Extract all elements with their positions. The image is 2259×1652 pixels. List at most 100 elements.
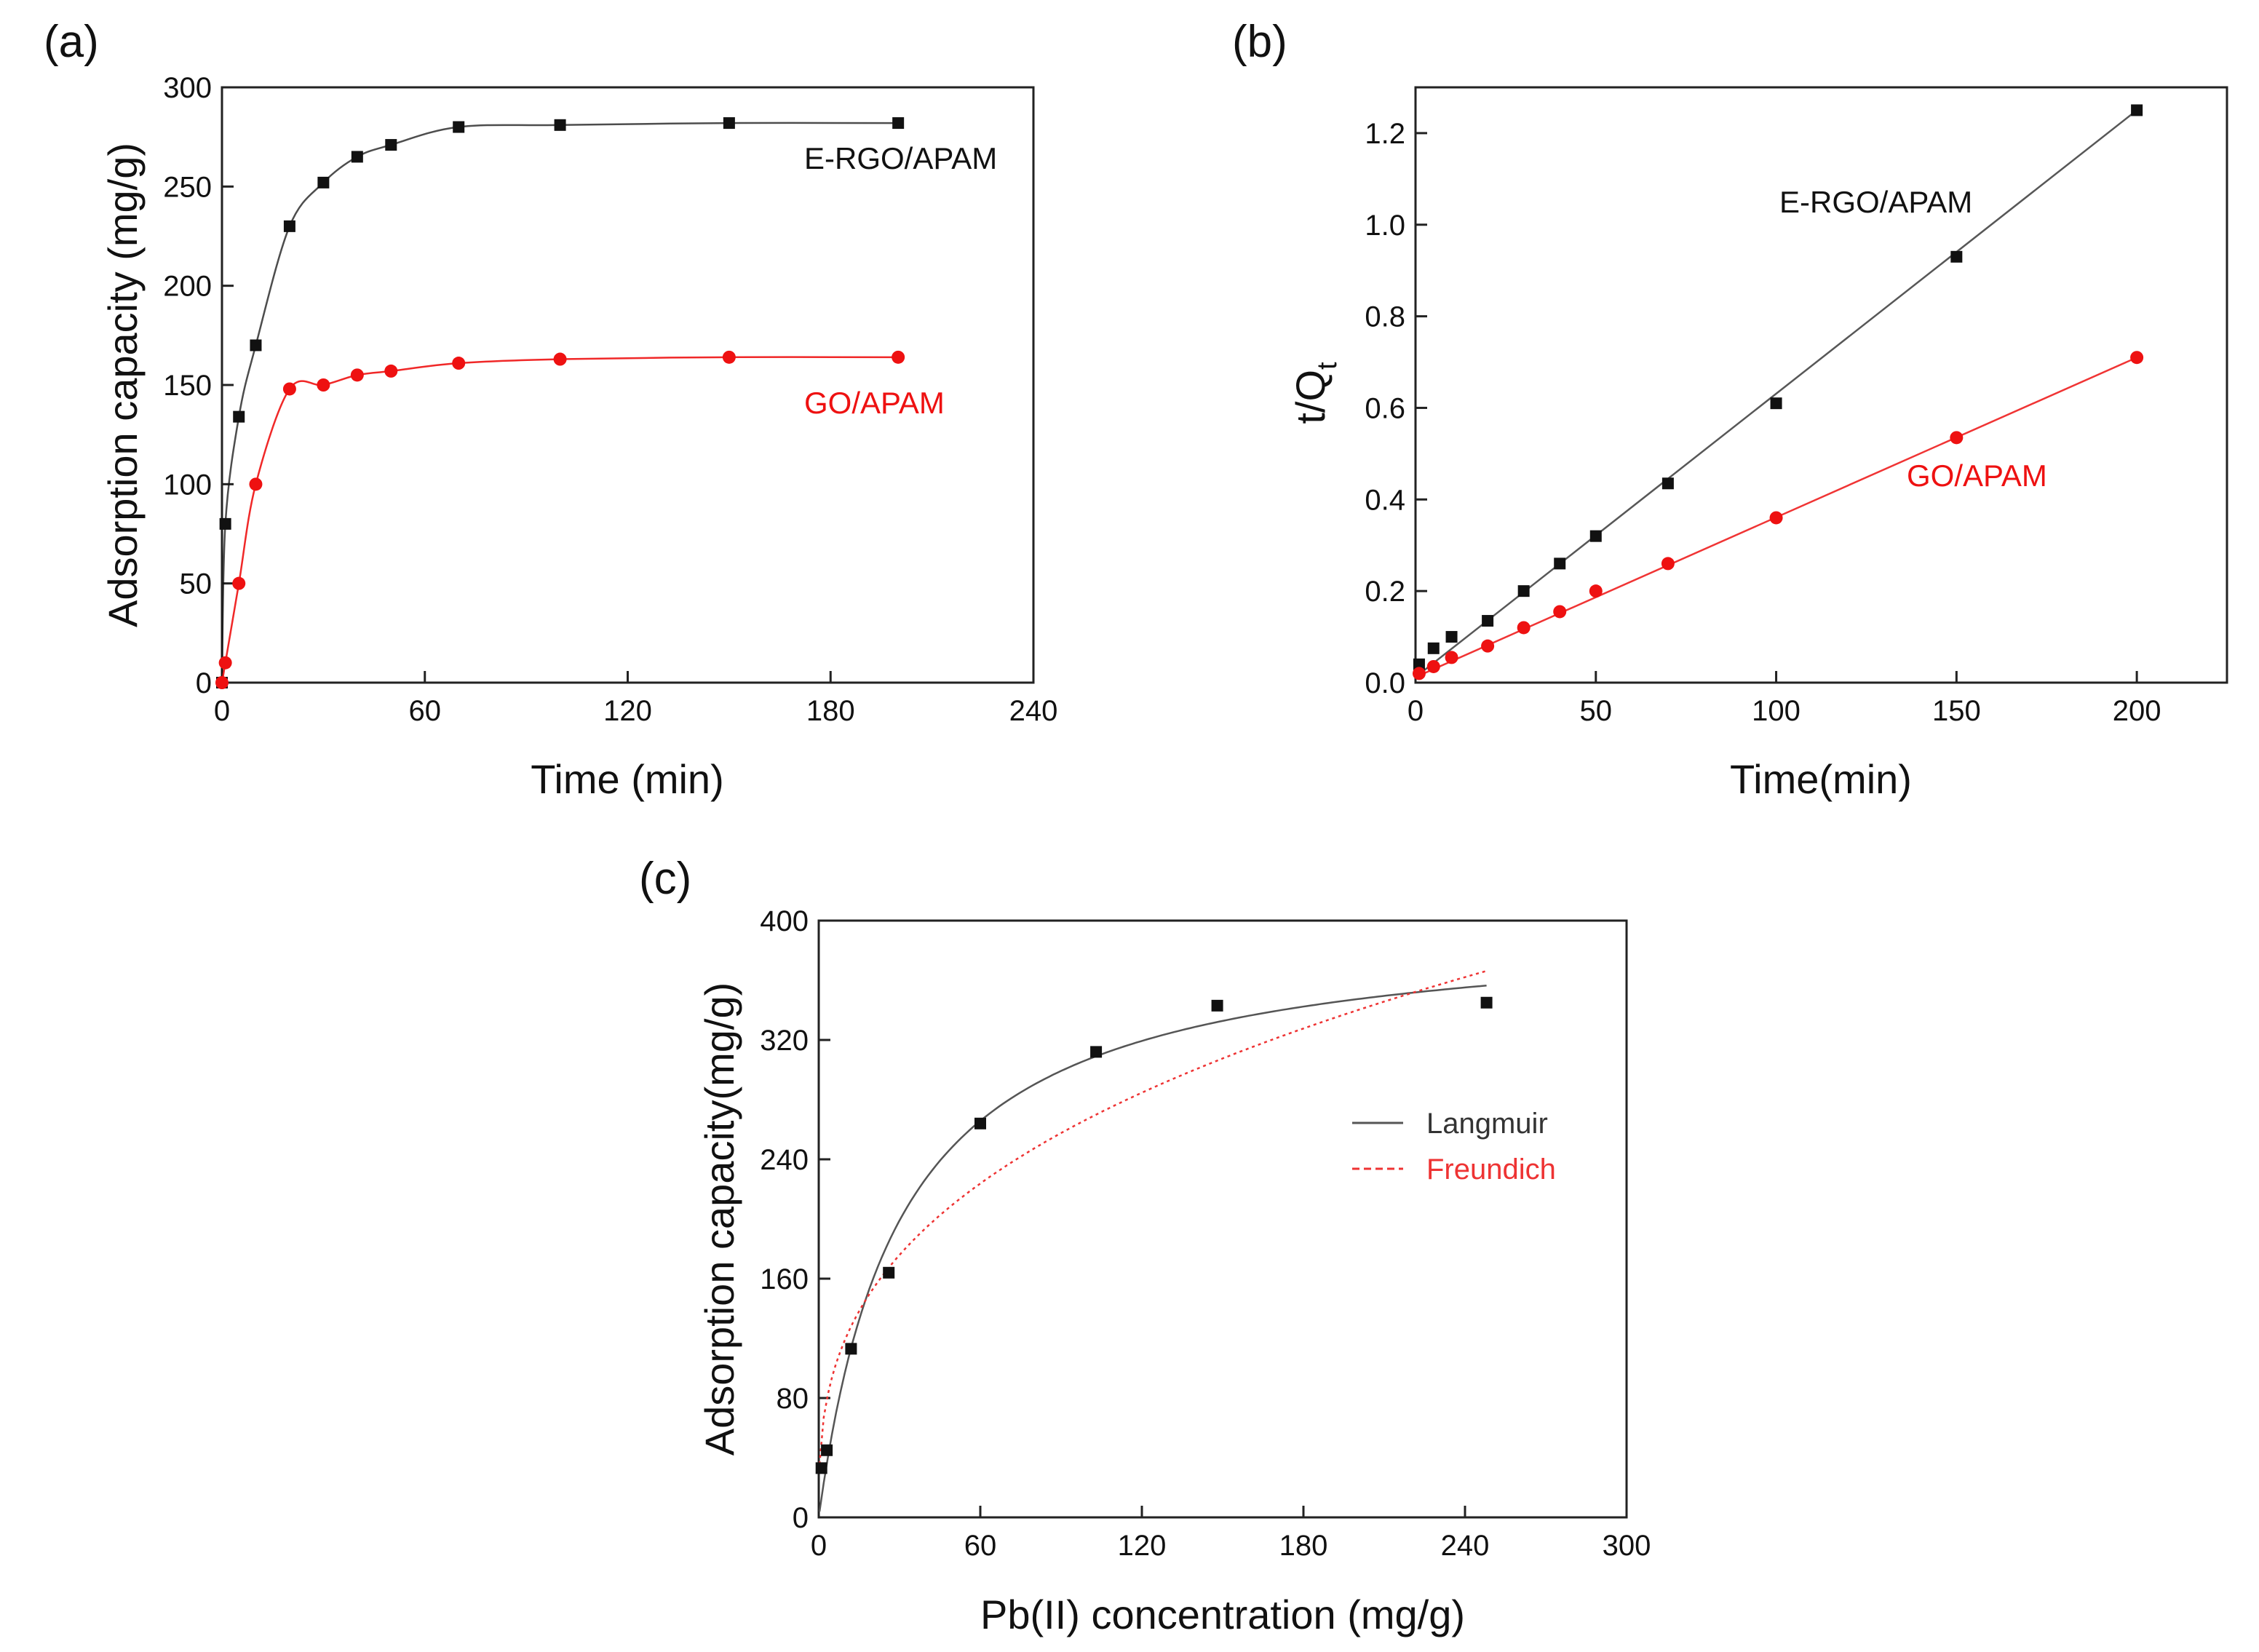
panel-a-y-axis-title: Adsorption capacity (mg/g) xyxy=(100,143,146,627)
legend-langmuir-label: Langmuir xyxy=(1426,1108,1548,1140)
panel-c-ticks: 0 60 120 180 240 300 0 80 160 240 320 400 xyxy=(760,905,1651,1562)
panel-c-x-tick-label: 180 xyxy=(1279,1530,1328,1562)
panel-c-point xyxy=(974,1117,986,1129)
panel-b-point-ergo xyxy=(1482,615,1494,627)
panel-a-point-go xyxy=(282,382,296,396)
panel-b-label-go: GO/APAM xyxy=(1907,458,2047,493)
panel-b-y-tick-label: 0.2 xyxy=(1365,576,1405,608)
panel-a-point-ergo xyxy=(250,339,262,352)
panel-a-point-go xyxy=(317,378,330,392)
panel-b-label: (b) xyxy=(1232,17,1287,67)
panel-c-x-tick-label: 120 xyxy=(1118,1530,1167,1562)
panel-c-y-tick-label: 320 xyxy=(760,1025,809,1057)
panel-b-point-ergo xyxy=(1589,530,1602,542)
panel-a-point-ergo xyxy=(385,139,397,151)
panel-b-y-tick-label: 0.0 xyxy=(1365,667,1405,699)
panel-b-point-go xyxy=(1517,621,1531,635)
panel-b-point-go xyxy=(1481,639,1495,653)
panel-c-point xyxy=(815,1462,827,1474)
panel-b-y-axis-title: t/Qt xyxy=(1287,362,1343,424)
panel-c-fit-curves xyxy=(818,969,1487,1512)
panel-c-fit-freundich xyxy=(818,969,1487,1465)
panel-a-x-tick-label: 120 xyxy=(603,695,652,727)
panel-a-point-ergo xyxy=(554,119,566,131)
panel-a-x-tick-label: 180 xyxy=(806,695,855,727)
panel-a-y-tick-label: 300 xyxy=(163,72,212,104)
panel-a-point-go xyxy=(350,368,364,382)
panel-b-y-tick-label: 0.8 xyxy=(1365,301,1405,333)
panel-c-x-tick-label: 240 xyxy=(1441,1530,1490,1562)
panel-b-point-go xyxy=(1950,431,1964,445)
panel-c-x-tick-label: 0 xyxy=(811,1530,827,1562)
panel-c-y-tick-label: 160 xyxy=(760,1263,809,1295)
panel-c-y-tick-label: 80 xyxy=(777,1383,809,1415)
panel-c-point xyxy=(1090,1046,1103,1058)
panel-a-series-lines xyxy=(221,122,899,683)
panel-b-point-ergo xyxy=(1413,658,1425,670)
panel-b-point-go xyxy=(2130,351,2144,365)
panel-a-y-tick-label: 250 xyxy=(163,171,212,203)
panel-c-point xyxy=(845,1343,857,1355)
panel-b-x-tick-label: 100 xyxy=(1752,695,1801,727)
panel-a-y-tick-label: 200 xyxy=(163,271,212,303)
panel-a-label: (a) xyxy=(44,17,99,67)
panel-c-point xyxy=(1480,996,1493,1009)
panel-b-point-go xyxy=(1769,511,1783,525)
panel-a-point-ergo xyxy=(723,117,735,130)
panel-b-plot-frame xyxy=(1414,86,2228,684)
panel-b-y-axis-title-main: t/Q xyxy=(1287,370,1333,424)
panel-b-ticks: 0 50 100 150 200 0.0 0.2 0.4 0.6 0.8 1.0 1.2 xyxy=(1365,118,2161,727)
panel-b-x-tick-label: 0 xyxy=(1408,695,1424,727)
panel-b-point-go xyxy=(1661,557,1675,571)
panel-a-x-tick-label: 0 xyxy=(214,695,230,727)
panel-a-point-go xyxy=(892,350,905,364)
panel-a-point-ergo xyxy=(219,517,231,530)
panel-a-point-go xyxy=(553,352,567,366)
panel-c-x-tick-label: 300 xyxy=(1603,1530,1651,1562)
panel-b: (b) 0 50 100 150 200 0.0 0.2 0.4 0.6 0.8 1.0 1.2 E-… xyxy=(1232,17,2228,802)
panel-b-point-go xyxy=(1445,651,1458,664)
panel-b-point-go xyxy=(1589,584,1603,598)
panel-b-point-ergo xyxy=(1950,250,1963,263)
panel-b-label-ergo: E-RGO/APAM xyxy=(1779,185,1972,219)
panel-a-point-go xyxy=(452,357,466,370)
panel-c-data-markers xyxy=(815,996,1493,1474)
panel-a-line-go xyxy=(221,356,899,683)
panel-b-x-tick-label: 50 xyxy=(1580,695,1613,727)
panel-c-x-axis-title: Pb(II) concentration (mg/g) xyxy=(980,1592,1465,1637)
panel-b-y-tick-label: 0.4 xyxy=(1365,484,1405,516)
panel-a: (a) 0 60 120 180 240 0 50 100 150 200 250 300 E-RGO… xyxy=(44,17,1057,802)
panel-a-point-ergo xyxy=(283,220,295,232)
panel-b-point-ergo xyxy=(1554,557,1566,570)
panel-a-y-tick-label: 100 xyxy=(163,469,212,501)
panel-a-point-go xyxy=(249,477,263,491)
panel-b-point-ergo xyxy=(1662,477,1674,490)
panel-a-point-ergo xyxy=(453,121,465,133)
panel-c: (c) 0 60 120 180 240 300 0 80 160 240 320 400 Langm… xyxy=(639,854,1651,1637)
panel-a-ticks: 0 60 120 180 240 0 50 100 150 200 250 300 xyxy=(163,72,1057,727)
panel-b-x-tick-label: 200 xyxy=(2113,695,2161,727)
panel-c-point xyxy=(883,1266,895,1279)
panel-b-fit-ergo xyxy=(1415,109,2137,678)
panel-a-point-ergo xyxy=(351,151,363,163)
panel-a-point-ergo xyxy=(317,176,330,188)
panel-b-y-axis-title-sub: t xyxy=(1312,362,1343,370)
panel-c-label: (c) xyxy=(639,854,691,904)
panel-b-y-tick-label: 1.2 xyxy=(1365,118,1405,150)
panel-b-point-go xyxy=(1412,667,1426,680)
panel-c-x-tick-label: 60 xyxy=(964,1530,997,1562)
panel-a-point-go xyxy=(384,364,398,378)
panel-b-x-axis-title: Time(min) xyxy=(1730,756,1912,802)
panel-a-point-go xyxy=(722,350,736,364)
panel-b-x-tick-label: 150 xyxy=(1932,695,1981,727)
svg-text:t/Qt: t/Qt xyxy=(1287,362,1343,424)
panel-a-point-ergo xyxy=(892,117,905,130)
panel-c-y-tick-label: 400 xyxy=(760,905,809,937)
panel-b-point-go xyxy=(1426,659,1440,673)
panel-b-y-tick-label: 0.6 xyxy=(1365,392,1405,424)
panel-a-point-go xyxy=(218,656,232,670)
panel-b-point-ergo xyxy=(2131,104,2143,116)
panel-a-plot-frame xyxy=(221,86,1035,684)
panel-c-plot-frame xyxy=(817,919,1628,1519)
